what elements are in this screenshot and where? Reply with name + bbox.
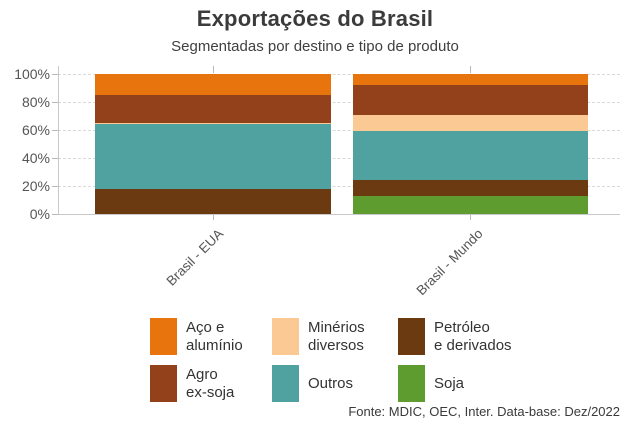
legend-item-soja: Soja [398, 365, 598, 402]
bar-segment [353, 114, 588, 132]
legend-item-minerios-diversos: Minérios diversos [272, 318, 398, 355]
y-tick-label: 100% [14, 66, 50, 82]
legend-swatch [150, 318, 177, 355]
legend-item-petroleo-e-derivados: Petróleo e derivados [398, 318, 598, 355]
stacked-bar-brasil-mundo [353, 74, 588, 214]
y-axis-line [58, 66, 59, 215]
category-tick [470, 66, 471, 73]
bar-segment [95, 123, 331, 125]
bar-segment [95, 124, 331, 189]
category-tick [213, 215, 214, 220]
legend-item-aco-e-aluminio: Aço e alumínio [150, 318, 272, 355]
x-axis-line [58, 214, 620, 215]
y-tick-mark [52, 102, 58, 103]
gridline [58, 130, 620, 131]
bar-segment [95, 188, 331, 214]
source-note: Fonte: MDIC, OEC, Inter. Data-base: Dez/… [348, 404, 620, 419]
y-tick-label: 20% [21, 178, 50, 194]
legend-label: Petróleo e derivados [434, 318, 512, 354]
y-tick-label: 40% [21, 150, 50, 166]
x-axis-label-brasil-eua: Brasil - EUA [164, 226, 227, 289]
legend-label: Minérios diversos [308, 318, 365, 354]
gridline [58, 186, 620, 187]
legend: Aço e alumínio Minérios diversos Petróle… [150, 318, 598, 402]
bar-segment [353, 180, 588, 196]
y-tick-mark [52, 74, 58, 75]
legend-label: Agro ex-soja [186, 365, 235, 401]
gridline [58, 102, 620, 103]
category-tick [470, 215, 471, 220]
y-tick-label: 0% [29, 206, 50, 222]
gridline [58, 158, 620, 159]
bar-segment [353, 74, 588, 86]
legend-swatch [150, 365, 177, 402]
chart-subtitle: Segmentadas por destino e tipo de produt… [171, 38, 459, 55]
y-tick-label: 60% [21, 122, 50, 138]
bar-segment [95, 95, 331, 124]
bar-segment [353, 85, 588, 115]
y-tick-mark [52, 130, 58, 131]
bar-segment [353, 131, 588, 181]
legend-label: Outros [308, 374, 354, 392]
y-tick-mark [52, 158, 58, 159]
legend-swatch [398, 365, 425, 402]
y-tick-mark [52, 186, 58, 187]
legend-label: Aço e alumínio [186, 318, 243, 354]
legend-item-agro-ex-soja: Agro ex-soja [150, 365, 272, 402]
legend-swatch [272, 365, 299, 402]
legend-label: Soja [434, 374, 465, 392]
legend-swatch [398, 318, 425, 355]
bar-segment [95, 74, 331, 96]
plot-area: 0% 20% 40% 60% 80% 100% [14, 66, 620, 222]
stacked-bar-brasil-eua [95, 74, 331, 214]
chart-title: Exportações do Brasil [196, 6, 434, 31]
category-tick [213, 66, 214, 73]
legend-swatch [272, 318, 299, 355]
bars-container [58, 74, 620, 214]
gridline [58, 74, 620, 75]
bar-segment [353, 195, 588, 214]
x-axis-label-brasil-mundo: Brasil - Mundo [413, 226, 486, 299]
y-tick-mark [52, 214, 58, 215]
y-tick-label: 80% [21, 94, 50, 110]
legend-item-outros: Outros [272, 365, 398, 402]
